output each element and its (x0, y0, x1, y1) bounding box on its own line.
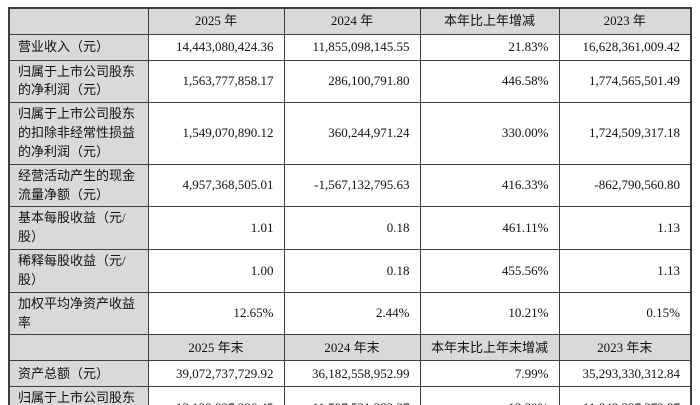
annual-header-row: 2025 年 2024 年 本年比上年增减 2023 年 (8, 7, 692, 35)
cell-value: 2.44% (283, 291, 421, 336)
cell-value: 1,549,070,890.12 (147, 102, 285, 165)
period-end-header-row: 2025 年末 2024 年末 本年末比上年末增减 2023 年末 (8, 334, 692, 362)
cell-value: 13.30% (419, 386, 560, 405)
cell-value: -862,790,560.80 (558, 163, 692, 208)
column-header-2024-end: 2024 年末 (283, 334, 421, 362)
cell-value: 1.00 (147, 249, 285, 293)
row-label: 归属于上市公司股东的净利润（元） (8, 59, 149, 104)
cell-value: 0.18 (283, 249, 421, 293)
cell-value: 4,957,368,505.01 (147, 163, 285, 208)
cell-value: 416.33% (419, 163, 560, 208)
table-row-net-assets: 归属于上市公司股东的净资产（元） 13,139,927,286.45 11,59… (8, 386, 692, 405)
cell-value: 1,563,777,858.17 (147, 59, 285, 104)
cell-value: 36,182,558,952.99 (283, 360, 421, 388)
table-row-net-profit-excl-nonrecurring: 归属于上市公司股东的扣除非经常性损益的净利润（元） 1,549,070,890.… (8, 102, 692, 165)
column-header-2023: 2023 年 (558, 7, 692, 35)
cell-value: 360,244,971.24 (283, 102, 421, 165)
cell-value: 11,855,098,145.55 (283, 33, 421, 61)
cell-value: 1.13 (558, 206, 692, 251)
row-label: 基本每股收益（元/股） (8, 206, 149, 251)
row-label: 经营活动产生的现金流量净额（元） (8, 163, 149, 208)
cell-value: 12.65% (147, 291, 285, 336)
row-label: 归属于上市公司股东的扣除非经常性损益的净利润（元） (8, 102, 149, 165)
cell-value: 0.18 (283, 206, 421, 251)
cell-value: 39,072,737,729.92 (147, 360, 285, 388)
cell-value: 330.00% (419, 102, 560, 165)
cell-value: 286,100,791.80 (283, 59, 421, 104)
row-label: 稀释每股收益（元/股） (8, 249, 149, 293)
row-label: 营业收入（元） (8, 33, 149, 61)
column-header-yoy-change: 本年比上年增减 (419, 7, 560, 35)
column-header-2023-end: 2023 年末 (558, 334, 692, 362)
cell-value: 13,139,927,286.45 (147, 386, 285, 405)
table-row-revenue: 营业收入（元） 14,443,080,424.36 11,855,098,145… (8, 33, 692, 61)
cell-value: 11,597,531,383.37 (283, 386, 421, 405)
row-label: 加权平均净资产收益率 (8, 291, 149, 336)
row-label: 归属于上市公司股东的净资产（元） (8, 386, 149, 405)
cell-value: 1.13 (558, 249, 692, 293)
corner-cell (8, 7, 149, 35)
table-row-operating-cash-flow: 经营活动产生的现金流量净额（元） 4,957,368,505.01 -1,567… (8, 163, 692, 208)
table-row-weighted-avg-roe: 加权平均净资产收益率 12.65% 2.44% 10.21% 0.15% (8, 291, 692, 336)
column-header-2025-end: 2025 年末 (147, 334, 285, 362)
column-header-end-yoy-change: 本年末比上年末增减 (419, 334, 560, 362)
cell-value: 1,774,565,501.49 (558, 59, 692, 104)
cell-value: 461.11% (419, 206, 560, 251)
cell-value: 21.83% (419, 33, 560, 61)
cell-value: 10.21% (419, 291, 560, 336)
cell-value: 11,848,337,372.87 (558, 386, 692, 405)
cell-value: 446.58% (419, 59, 560, 104)
cell-value: 14,443,080,424.36 (147, 33, 285, 61)
table-row-diluted-eps: 稀释每股收益（元/股） 1.00 0.18 455.56% 1.13 (8, 249, 692, 293)
cell-value: 16,628,361,009.42 (558, 33, 692, 61)
table-row-total-assets: 资产总额（元） 39,072,737,729.92 36,182,558,952… (8, 360, 692, 388)
corner-cell (8, 334, 149, 362)
table-row-net-profit: 归属于上市公司股东的净利润（元） 1,563,777,858.17 286,10… (8, 59, 692, 104)
cell-value: 35,293,330,312.84 (558, 360, 692, 388)
cell-value: 1,724,509,317.18 (558, 102, 692, 165)
key-accounting-data-table: 2025 年 2024 年 本年比上年增减 2023 年 营业收入（元） 14,… (8, 7, 692, 405)
row-label: 资产总额（元） (8, 360, 149, 388)
cell-value: -1,567,132,795.63 (283, 163, 421, 208)
cell-value: 0.15% (558, 291, 692, 336)
table-row-basic-eps: 基本每股收益（元/股） 1.01 0.18 461.11% 1.13 (8, 206, 692, 251)
cell-value: 7.99% (419, 360, 560, 388)
cell-value: 1.01 (147, 206, 285, 251)
column-header-2025: 2025 年 (147, 7, 285, 35)
column-header-2024: 2024 年 (283, 7, 421, 35)
cell-value: 455.56% (419, 249, 560, 293)
